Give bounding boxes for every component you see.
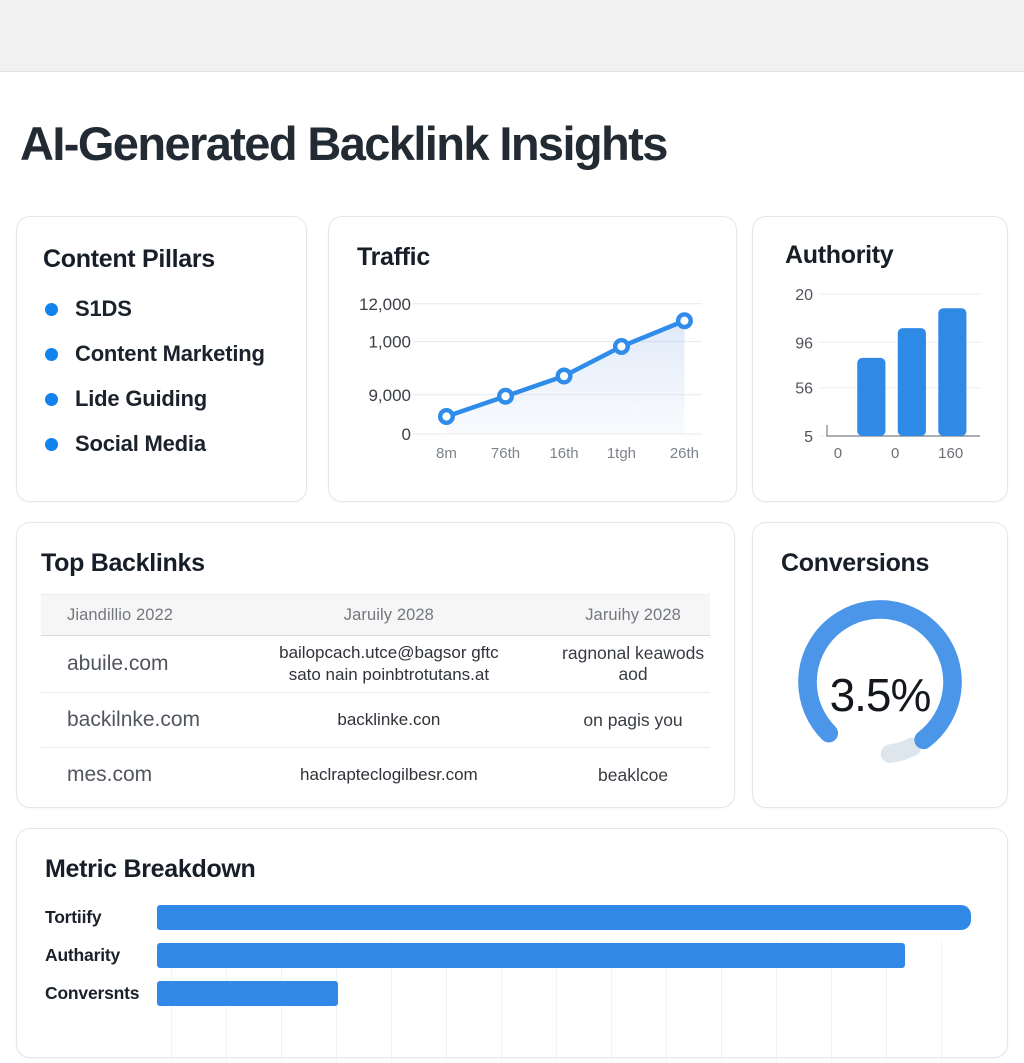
gauge-remainder-arc <box>880 737 922 764</box>
top-backlinks-title: Top Backlinks <box>41 549 205 577</box>
pillar-item-label: Lide Guiding <box>75 386 208 411</box>
backlink-note: ragnonal keawods aod <box>562 643 705 685</box>
backlinks-table-header: Jiandillio 2022 Jaruily 2028 Jaruihy 2028 <box>41 594 710 636</box>
gauge-value-arc <box>798 600 962 750</box>
traffic-x-tick-label: 16th <box>549 445 578 462</box>
authority-card: Authority 20 96 56 5 0 0 160 <box>752 216 1008 502</box>
backlinks-table-body: abuile.com bailopcach.utce@bagsor gftc sat… <box>41 636 710 802</box>
top-bar <box>0 0 1024 72</box>
authority-y-tick-label: 5 <box>804 429 813 446</box>
traffic-y-tick-label: 0 <box>402 425 411 444</box>
backlinks-table-row: mes.com haclrapteclogilbesr.com beaklcoe <box>41 747 710 802</box>
backlink-detail: backlinke.con <box>222 709 557 731</box>
metric-bar-track <box>157 981 979 1006</box>
conversions-card: Conversions 3.5% <box>752 522 1008 808</box>
backlinks-table-row: abuile.com bailopcach.utce@bagsor gftc sat… <box>41 636 710 692</box>
metric-breakdown-chart: Tortiify Autharity Conversnts <box>45 905 979 1063</box>
traffic-x-tick-label: 26th <box>670 445 699 462</box>
authority-bar-chart: 20 96 56 5 0 0 160 <box>795 287 981 462</box>
traffic-y-tick-label: 9,000 <box>368 386 411 405</box>
backlink-detail-line: backlinke.con <box>337 710 441 730</box>
backlinks-column-header: Jaruily 2028 <box>343 605 434 624</box>
backlink-domain: mes.com <box>67 763 153 787</box>
metric-row: Tortiify <box>45 905 979 930</box>
authority-x-tick-label: 160 <box>938 445 963 462</box>
conversions-title: Conversions <box>781 549 930 577</box>
traffic-y-tick-label: 1,000 <box>368 333 411 352</box>
metric-label: Conversnts <box>45 983 140 1003</box>
metric-label: Autharity <box>45 945 121 965</box>
authority-bar <box>897 328 926 436</box>
metric-breakdown-title: Metric Breakdown <box>45 855 256 883</box>
metric-row: Autharity <box>45 943 979 968</box>
backlink-detail-line: haclrapteclogilbesr.com <box>300 765 478 785</box>
authority-x-tick-label: 0 <box>834 445 842 462</box>
traffic-x-tick-label: 8m <box>436 445 457 462</box>
traffic-title: Traffic <box>357 243 430 271</box>
pillar-item-label: S1DS <box>75 296 132 321</box>
content-pillars-list: S1DS Content Marketing Lide Guiding Social … <box>43 296 280 457</box>
backlink-detail: bailopcach.utce@bagsor gftc sato nain poi… <box>222 642 557 686</box>
traffic-y-tick-label: 12,000 <box>359 295 411 314</box>
bullet-icon <box>45 302 58 316</box>
traffic-data-point <box>497 387 515 405</box>
backlink-detail-line: bailopcach.utce@bagsor gftc <box>279 643 499 662</box>
backlink-note: beaklcoe <box>598 764 669 785</box>
pillar-item-label: Content Marketing <box>75 341 265 366</box>
bullet-icon <box>45 347 58 361</box>
backlink-domain: backilnke.com <box>67 708 201 732</box>
backlinks-table-row: backilnke.com backlinke.con on pagis you <box>41 692 710 747</box>
metric-bar-track <box>157 943 979 968</box>
authority-title: Authority <box>785 241 894 269</box>
metric-bar <box>157 981 338 1006</box>
authority-y-tick-label: 20 <box>795 287 813 304</box>
authority-y-tick-label: 56 <box>795 381 813 398</box>
bullet-icon <box>45 392 58 406</box>
metric-bar <box>157 905 971 930</box>
pillar-list-item: Social Media <box>45 431 280 457</box>
authority-x-tick-label: 0 <box>891 445 899 462</box>
authority-axis <box>826 425 980 437</box>
pillar-list-item: Lide Guiding <box>45 386 280 412</box>
traffic-x-tick-label: 76th <box>491 445 520 462</box>
traffic-card: Traffic 12,000 1,000 9,000 0 8m 76th 16th 1tgh 2… <box>328 216 737 502</box>
backlink-domain: abuile.com <box>67 652 169 676</box>
content-pillars-title: Content Pillars <box>43 245 215 273</box>
traffic-data-point <box>612 338 630 356</box>
metric-label: Tortiify <box>45 907 102 927</box>
gauge-arc <box>798 600 962 764</box>
backlink-note: on pagis you <box>583 709 683 730</box>
traffic-data-point <box>555 367 573 385</box>
traffic-data-point <box>437 407 455 425</box>
authority-bar <box>938 308 967 436</box>
metric-bar-track <box>157 905 979 930</box>
pillar-list-item: Content Marketing <box>45 341 280 367</box>
pillar-list-item: S1DS <box>45 296 280 322</box>
content-pillars-card: Content Pillars S1DS Content Marketing Lid… <box>16 216 307 502</box>
conversions-value: 3.5% <box>829 669 932 721</box>
traffic-data-point <box>675 312 693 330</box>
backlink-detail-line: sato nain poinbtrotutans.at <box>288 665 490 685</box>
bullet-icon <box>45 437 58 451</box>
pillar-item-label: Social Media <box>75 431 206 456</box>
metric-row: Conversnts <box>45 981 979 1006</box>
metric-bar <box>157 943 906 968</box>
page-title: AI-Generated Backlink Insights <box>20 117 668 170</box>
top-backlinks-card: Top Backlinks Jiandillio 2022 Jaruily 202… <box>16 522 735 808</box>
backlink-detail: haclrapteclogilbesr.com <box>222 764 557 786</box>
backlinks-table: Jiandillio 2022 Jaruily 2028 Jaruihy 2028 … <box>41 594 710 802</box>
authority-y-tick-label: 96 <box>795 335 813 352</box>
backlinks-column-header: Jaruihy 2028 <box>585 605 681 624</box>
conversions-gauge: 3.5% <box>782 582 978 779</box>
authority-bar <box>857 357 886 436</box>
traffic-line-chart: 12,000 1,000 9,000 0 8m 76th 16th 1tgh 26th <box>359 295 702 462</box>
traffic-x-tick-label: 1tgh <box>607 445 636 462</box>
backlinks-column-header: Jiandillio 2022 <box>67 605 174 624</box>
